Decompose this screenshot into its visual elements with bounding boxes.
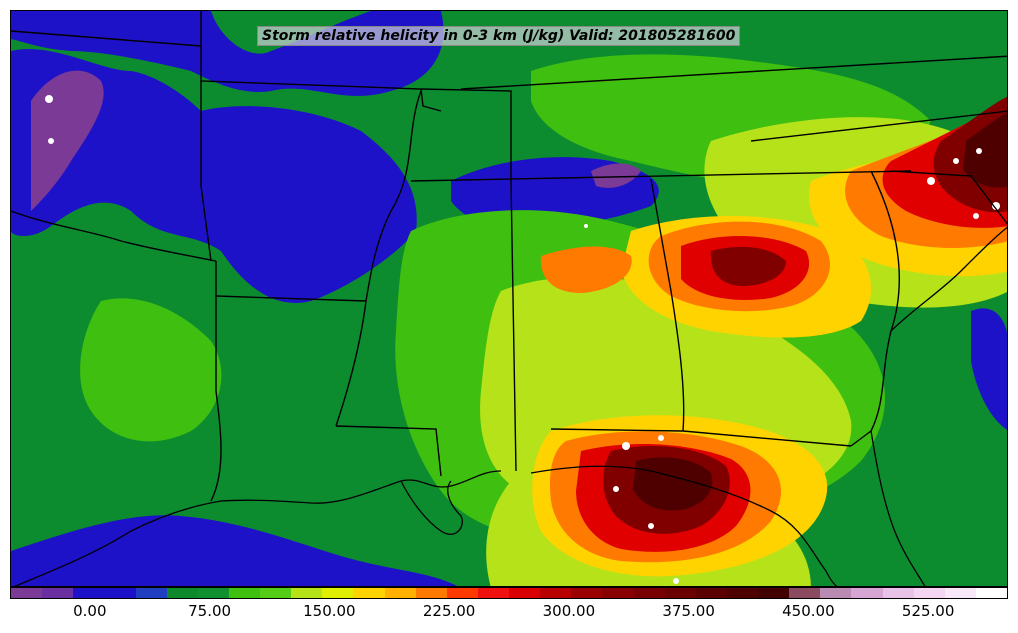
border-tx-ok-red-river — [11, 210, 217, 262]
peak-spot — [613, 486, 619, 492]
colorbar-swatch — [944, 588, 976, 598]
colorbar-swatch — [913, 588, 945, 598]
colorbar-swatch — [384, 588, 416, 598]
peak-spot — [48, 138, 54, 144]
coast-mississippi-delta — [400, 480, 463, 535]
peak-spot — [992, 202, 1000, 210]
coast-gulf-panhandle — [530, 465, 838, 586]
helicity-region-peak — [633, 112, 1007, 511]
coast-carolinas — [890, 226, 1007, 332]
colorbar-swatch — [633, 588, 665, 598]
colorbar-swatch — [851, 588, 883, 598]
colorbar-swatch — [322, 588, 354, 598]
border-ok-ar — [200, 81, 212, 262]
colorbar-swatch — [166, 588, 198, 598]
colorbar-swatch — [291, 588, 323, 598]
border-ky-tn — [460, 55, 1007, 90]
border-ar-ms-river — [335, 90, 422, 427]
purple-region-north — [31, 70, 104, 211]
colorbar-tick-labels: 0.00 75.00 150.00 225.00 300.00 375.00 450.00 5… — [10, 602, 1008, 624]
colorbar-swatch — [882, 588, 914, 598]
border-va-nc — [750, 110, 1007, 142]
colorbar-tick-label: 0.00 — [73, 602, 107, 620]
peak-spot — [648, 523, 654, 529]
border-al-fl — [550, 428, 852, 447]
blue-region-gulf — [11, 515, 458, 586]
colorbar-swatch — [353, 588, 385, 598]
helicity-peak-spots — [45, 95, 1000, 584]
colorbar-swatch — [415, 588, 447, 598]
colorbar-swatch — [228, 588, 260, 598]
colorbar-swatch — [104, 588, 136, 598]
peak-spot — [927, 177, 935, 185]
vdark-region-fl — [633, 457, 713, 511]
colorbar-swatch — [477, 588, 509, 598]
border-fl-ga — [850, 430, 872, 447]
border-al-ga — [650, 178, 685, 432]
peak-spot — [976, 148, 982, 154]
border-ga-sc — [870, 170, 900, 432]
map-panel: Storm relative helicity in 0-3 km (J/kg)… — [10, 10, 1008, 587]
map-title: Storm relative helicity in 0-3 km (J/kg)… — [257, 26, 741, 46]
colorbar-tick-label: 375.00 — [662, 602, 715, 620]
colorbar-swatch — [540, 588, 572, 598]
colorbar-swatch — [446, 588, 478, 598]
colorbar-swatch — [758, 588, 790, 598]
colorbar-swatch — [197, 588, 229, 598]
colorbar-swatch — [664, 588, 696, 598]
border-tx-la — [210, 261, 222, 502]
colorbar-swatch — [260, 588, 292, 598]
colorbar-swatch — [135, 588, 167, 598]
peak-spot — [45, 95, 53, 103]
border-nc-sc — [890, 170, 1007, 225]
colorbar-swatch — [820, 588, 852, 598]
peak-spot — [973, 213, 979, 219]
peak-spot — [673, 578, 679, 584]
peak-spot — [622, 442, 630, 450]
colorbar-swatch — [42, 588, 74, 598]
colorbar-swatch — [571, 588, 603, 598]
colorbar-swatch — [602, 588, 634, 598]
border-tn-south — [410, 170, 912, 182]
helicity-region-negative — [31, 70, 641, 211]
colorbar-swatch — [695, 588, 727, 598]
border-ms-al — [510, 180, 517, 472]
blue-region-west — [11, 48, 417, 303]
peak-spot — [584, 224, 588, 228]
coast-florida-atlantic — [870, 430, 926, 586]
colorbar-swatch — [726, 588, 758, 598]
state-borders — [11, 11, 1007, 502]
orange-region-ms — [540, 246, 632, 293]
colorbar — [10, 587, 1008, 599]
colorbar-tick-label: 150.00 — [303, 602, 356, 620]
peak-spot — [658, 435, 664, 441]
border-ok-ks — [11, 30, 202, 47]
coast-texas — [14, 470, 502, 586]
border-ar-la — [215, 295, 367, 302]
lightgreen-region-west — [80, 298, 222, 442]
colorbar-swatch — [73, 588, 105, 598]
colorbar-tick-label: 450.00 — [782, 602, 835, 620]
colorbar-swatch — [11, 588, 43, 598]
darkred-region-ga — [710, 246, 786, 286]
colorbar-tick-label: 225.00 — [422, 602, 476, 620]
blue-region-east — [971, 308, 1007, 430]
helicity-region-low — [11, 11, 1007, 586]
peak-spot — [953, 158, 959, 164]
colorbar-swatch — [789, 588, 821, 598]
vdark-region-nc — [963, 112, 1007, 188]
colorbar-tick-label: 525.00 — [901, 602, 955, 620]
colorbar-tick-label: 300.00 — [542, 602, 596, 620]
helicity-field-map — [11, 11, 1007, 586]
colorbar-tick-label: 75.00 — [188, 602, 232, 620]
coastlines — [14, 226, 1007, 586]
colorbar-swatch — [975, 588, 1007, 598]
border-la-ms — [335, 425, 442, 477]
purple-region-tn — [591, 163, 641, 188]
border-mo-ar — [420, 88, 512, 181]
colorbar-swatch — [509, 588, 541, 598]
